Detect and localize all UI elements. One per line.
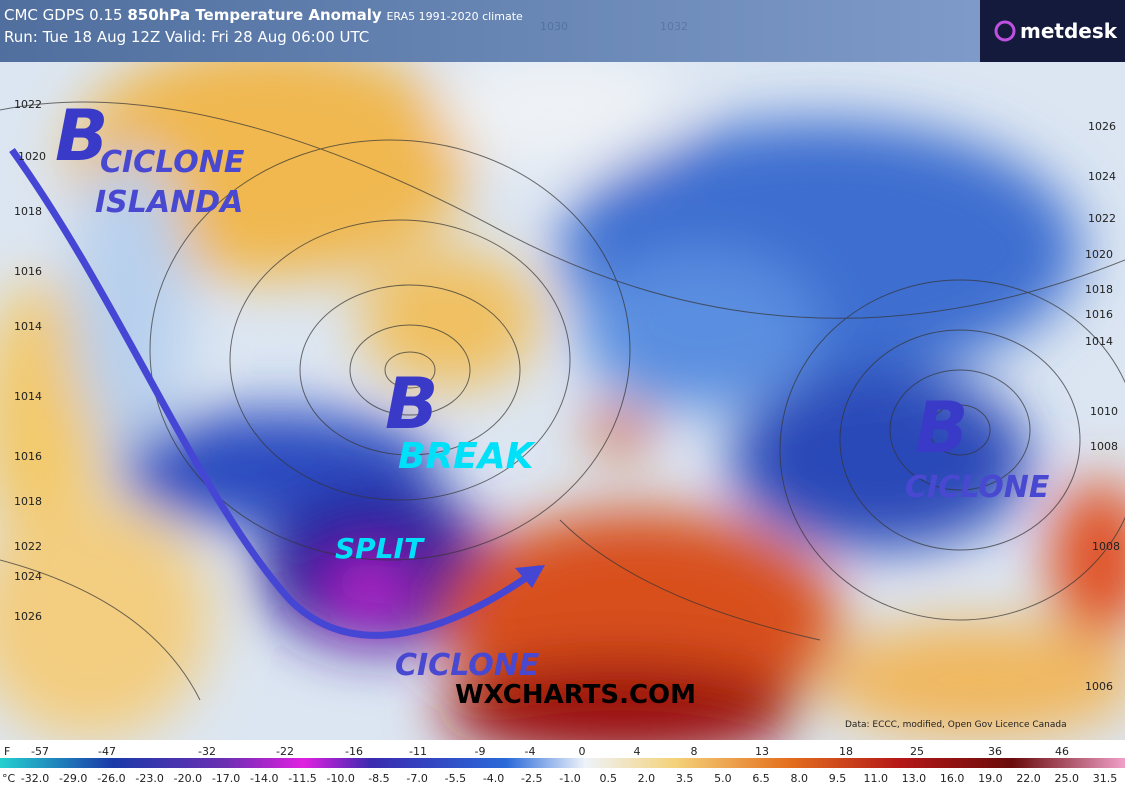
legend-c-label: -29.0 [59, 772, 87, 785]
climate: ERA5 1991-2020 climate [386, 10, 523, 23]
isobar-label: 1024 [1088, 170, 1116, 183]
legend-f-label: -11 [409, 745, 427, 758]
legend-f-label: -32 [198, 745, 216, 758]
legend-f-label: -22 [276, 745, 294, 758]
field: 850hPa Temperature Anomaly [127, 6, 382, 24]
legend-c-label: -10.0 [326, 772, 354, 785]
legend-unit: °C [2, 772, 16, 785]
isobar-label: 1020 [1085, 248, 1113, 261]
anomaly-field [0, 62, 1125, 740]
legend-f-label: 0 [579, 745, 586, 758]
isobar-label: 1022 [1088, 212, 1116, 225]
legend-f-label: -57 [31, 745, 49, 758]
legend-c-label: -23.0 [135, 772, 163, 785]
annotation: ISLANDA [95, 185, 243, 220]
legend-c-label: 0.5 [599, 772, 617, 785]
legend-c-label: -32.0 [21, 772, 49, 785]
legend-c-label: -2.5 [521, 772, 542, 785]
run-info: Run: Tue 18 Aug 12Z Valid: Fri 28 Aug 06… [4, 28, 369, 46]
legend-f-label: 25 [910, 745, 924, 758]
legend-c-label: -20.0 [174, 772, 202, 785]
legend-c-label: 13.0 [902, 772, 927, 785]
legend-c-label: -1.0 [559, 772, 580, 785]
isobar-label: 1022 [14, 540, 42, 553]
legend-c-label: 11.0 [863, 772, 888, 785]
annotation: CICLONE [100, 145, 245, 180]
legend-c-label: 8.0 [791, 772, 809, 785]
legend-c-label: 31.5 [1093, 772, 1118, 785]
isobar-label: 1010 [1090, 405, 1118, 418]
isobar-label: 1016 [1085, 308, 1113, 321]
legend-f-label: -16 [345, 745, 363, 758]
isobar-label: 1014 [14, 320, 42, 333]
legend-c-label: 19.0 [978, 772, 1003, 785]
legend-f-label: 8 [691, 745, 698, 758]
isobar-label: 1018 [14, 495, 42, 508]
isobar-label: 1022 [14, 98, 42, 111]
arrow [9, 147, 543, 639]
isobar-label: 1018 [1085, 283, 1113, 296]
isobar-label: 1016 [14, 450, 42, 463]
isobar-label: 1006 [1085, 680, 1113, 693]
credit: Data: ECCC, modified, Open Gov Licence C… [845, 720, 1067, 730]
isobar-label: 1016 [14, 265, 42, 278]
legend-c-label: -14.0 [250, 772, 278, 785]
isobar-label: 1014 [1085, 335, 1113, 348]
legend-c-label: 6.5 [752, 772, 770, 785]
annotation: CICLONE [905, 470, 1050, 505]
isobar-label: 1024 [14, 570, 42, 583]
isobars [0, 101, 1125, 701]
legend-c-label: -7.0 [406, 772, 427, 785]
isobar-label: 1008 [1092, 540, 1120, 553]
watermark: WXCHARTS.COM [455, 680, 696, 710]
isobar-label: 1026 [1088, 120, 1116, 133]
header-line1: CMC GDPS 0.15 850hPa Temperature Anomaly… [4, 6, 523, 24]
legend-c-label: -4.0 [483, 772, 504, 785]
logo-box [980, 0, 1125, 62]
legend-c-label: 22.0 [1016, 772, 1041, 785]
legend-c-label: -5.5 [445, 772, 466, 785]
legend-c-label: -8.5 [368, 772, 389, 785]
legend-c-label: 25.0 [1055, 772, 1080, 785]
annotation: CICLONE [395, 648, 540, 683]
colorbar [0, 758, 1125, 768]
annotation: SPLIT [335, 532, 425, 565]
legend-c-label: 9.5 [829, 772, 847, 785]
annotation: B [915, 387, 968, 469]
logo-icon [994, 20, 1016, 42]
annotation: B [55, 95, 108, 177]
arrowhead [515, 565, 545, 588]
legend-f-label: -4 [525, 745, 536, 758]
legend-c-label: -17.0 [212, 772, 240, 785]
legend-c-label: 2.0 [638, 772, 656, 785]
legend-f-label: 46 [1055, 745, 1069, 758]
legend-f-label: 4 [634, 745, 641, 758]
legend-f-label: 18 [839, 745, 853, 758]
isobar-label: 1008 [1090, 440, 1118, 453]
header-bar [0, 0, 980, 62]
legend-c-label: 3.5 [676, 772, 694, 785]
legend-f-label: -9 [475, 745, 486, 758]
legend-c-label: -26.0 [97, 772, 125, 785]
model: CMC GDPS 0.15 [4, 6, 123, 24]
logo: metdesk [1020, 19, 1118, 43]
legend-c-label: -11.5 [288, 772, 316, 785]
annotation: B [385, 363, 438, 445]
isobar-label: 1018 [14, 205, 42, 218]
annotation: BREAK [398, 436, 537, 477]
isobar-label: 1014 [14, 390, 42, 403]
isobar-label: 1026 [14, 610, 42, 623]
legend-c-label: 5.0 [714, 772, 732, 785]
isobar-label: 1020 [18, 150, 46, 163]
legend-f-label: 13 [755, 745, 769, 758]
legend-unit: F [4, 745, 10, 758]
legend-f-label: -47 [98, 745, 116, 758]
legend-f-label: 36 [988, 745, 1002, 758]
legend-c-label: 16.0 [940, 772, 965, 785]
